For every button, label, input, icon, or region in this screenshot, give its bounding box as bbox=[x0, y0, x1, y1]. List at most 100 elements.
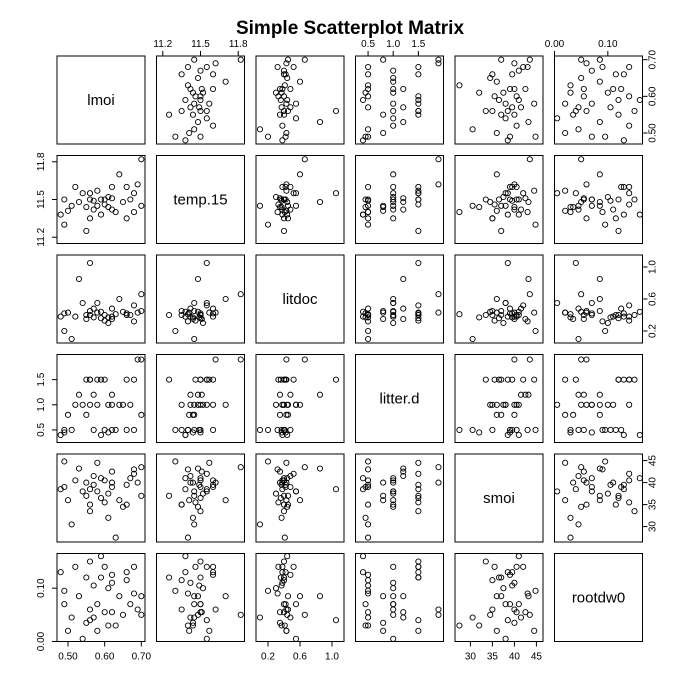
data-point bbox=[76, 276, 81, 281]
data-point bbox=[381, 316, 386, 321]
data-point bbox=[532, 188, 537, 193]
data-point bbox=[613, 427, 618, 432]
data-point bbox=[494, 208, 499, 213]
data-point bbox=[597, 392, 602, 397]
data-point bbox=[87, 487, 92, 492]
data-point bbox=[190, 90, 195, 95]
data-point bbox=[600, 319, 605, 324]
data-point bbox=[188, 473, 193, 478]
data-point bbox=[391, 564, 396, 569]
data-point bbox=[282, 535, 287, 540]
panel-smoi-vs-rootdw0 bbox=[555, 454, 643, 542]
data-point bbox=[605, 491, 610, 496]
data-point bbox=[613, 502, 618, 507]
data-point bbox=[91, 482, 96, 487]
data-point bbox=[632, 377, 637, 382]
data-point bbox=[573, 191, 578, 196]
panel-litter-d-vs-litdoc bbox=[256, 355, 344, 443]
data-point bbox=[611, 86, 616, 91]
data-point bbox=[76, 466, 81, 471]
data-point bbox=[563, 130, 568, 135]
data-point bbox=[193, 377, 198, 382]
data-point bbox=[600, 209, 605, 214]
data-point bbox=[223, 594, 228, 599]
data-point bbox=[238, 465, 243, 470]
data-point bbox=[490, 607, 495, 612]
data-point bbox=[288, 572, 293, 577]
data-point bbox=[391, 184, 396, 189]
data-point bbox=[505, 212, 510, 217]
matrix-axes: 0.50 0.60 0.70 11.2 11.5 11.8 0.2 0.6 1.0 0.5 1.0 1… bbox=[36, 39, 659, 663]
data-point bbox=[197, 583, 202, 588]
data-point bbox=[87, 377, 92, 382]
data-point bbox=[365, 216, 370, 221]
data-point bbox=[616, 97, 621, 102]
data-point bbox=[204, 471, 209, 476]
data-point bbox=[490, 427, 495, 432]
data-point bbox=[505, 618, 510, 623]
panel-frame bbox=[157, 355, 245, 443]
data-point bbox=[265, 427, 270, 432]
data-point bbox=[436, 182, 441, 187]
data-point bbox=[521, 191, 526, 196]
panel-litter-d-vs-lmoi bbox=[57, 355, 145, 443]
panel-litter-d-vs-temp-15 bbox=[157, 355, 245, 443]
panel-temp-15-vs-litter-d bbox=[356, 156, 444, 244]
data-point bbox=[166, 112, 171, 117]
data-point bbox=[285, 594, 290, 599]
data-point bbox=[483, 377, 488, 382]
data-point bbox=[627, 184, 632, 189]
data-point bbox=[124, 578, 129, 583]
panel-smoi-vs-smoi: smoi bbox=[455, 454, 543, 542]
panel-litdoc-vs-litter-d bbox=[356, 255, 444, 343]
y-tick-label: 11.8 bbox=[36, 152, 47, 171]
data-point bbox=[457, 83, 462, 88]
data-point bbox=[597, 203, 602, 208]
data-point bbox=[185, 623, 190, 628]
data-point bbox=[285, 203, 290, 208]
data-point bbox=[179, 607, 184, 612]
data-point bbox=[436, 612, 441, 617]
panel-frame bbox=[356, 156, 444, 244]
data-point bbox=[173, 134, 178, 139]
data-point bbox=[381, 594, 386, 599]
panel-lmoi-vs-litdoc bbox=[256, 56, 344, 144]
data-point bbox=[494, 172, 499, 177]
data-point bbox=[501, 586, 506, 591]
data-point bbox=[436, 57, 441, 62]
data-point bbox=[365, 105, 370, 110]
data-point bbox=[391, 101, 396, 106]
data-point bbox=[98, 495, 103, 500]
data-point bbox=[616, 112, 621, 117]
data-point bbox=[391, 108, 396, 113]
data-point bbox=[416, 575, 421, 580]
panel-rootdw0-vs-litdoc bbox=[256, 554, 344, 642]
data-point bbox=[297, 79, 302, 84]
data-point bbox=[516, 68, 521, 73]
data-point bbox=[527, 357, 532, 362]
data-point bbox=[477, 204, 482, 209]
data-point bbox=[581, 427, 586, 432]
data-point bbox=[109, 207, 114, 212]
data-point bbox=[627, 94, 632, 99]
data-point bbox=[179, 502, 184, 507]
data-point bbox=[603, 134, 608, 139]
data-point bbox=[173, 588, 178, 593]
data-point bbox=[496, 97, 501, 102]
data-point bbox=[416, 202, 421, 207]
data-point bbox=[533, 222, 538, 227]
y-tick-label: 0.00 bbox=[36, 631, 47, 651]
data-point bbox=[579, 292, 584, 297]
x-tick-label: 0.10 bbox=[598, 39, 618, 50]
data-point bbox=[563, 310, 568, 315]
data-point bbox=[91, 392, 96, 397]
data-point bbox=[291, 377, 296, 382]
data-point bbox=[179, 108, 184, 113]
data-point bbox=[95, 300, 100, 305]
data-point bbox=[516, 212, 521, 217]
y-tick-label: 40 bbox=[648, 477, 659, 489]
data-point bbox=[120, 199, 125, 204]
data-point bbox=[139, 157, 144, 162]
data-point bbox=[436, 310, 441, 315]
x-tick-label: 0.50 bbox=[58, 652, 78, 663]
